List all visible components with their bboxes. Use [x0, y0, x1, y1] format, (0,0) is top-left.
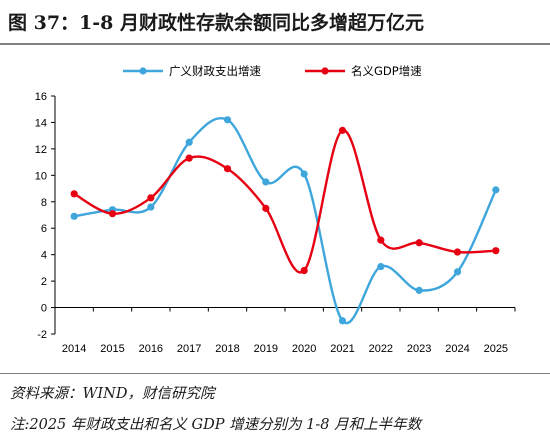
- y-tick-label: 8: [41, 197, 47, 209]
- series-point-2: [108, 210, 117, 218]
- chart-series: [70, 116, 500, 325]
- series-point-2: [223, 165, 232, 173]
- series-point-2: [453, 248, 462, 256]
- y-tick-label: 16: [35, 91, 47, 103]
- x-tick-label: 2023: [407, 343, 431, 355]
- y-tick-label: -2: [37, 329, 47, 341]
- series-line-2: [73, 129, 496, 274]
- series-point-1: [415, 286, 423, 294]
- series-point-2: [147, 194, 155, 202]
- source-note: 资料来源：WIND，财信研究院: [10, 386, 215, 402]
- series-point-1: [185, 138, 193, 146]
- chart-legend: 广义财政支出增速 名义GDP增速: [123, 64, 422, 78]
- x-tick-label: 2020: [292, 343, 316, 355]
- chart-axes: -2 0 2 4 6 8 10 12 14 16 2014 2015 2016 2017 2018 2019 2…: [35, 91, 516, 355]
- remark-note: 注:2025 年财政支出和名义 GDP 增速分别为 1-8 月和上半年数: [10, 417, 422, 433]
- series-point-1: [453, 268, 462, 276]
- x-tick-label: 2015: [100, 343, 124, 355]
- series-point-1: [300, 170, 308, 178]
- series-point-2: [262, 204, 270, 212]
- x-tick-label: 2016: [139, 343, 163, 355]
- x-tick-label: 2017: [177, 343, 201, 355]
- series-point-2: [415, 239, 423, 247]
- series-point-1: [147, 203, 155, 211]
- series-point-2: [70, 190, 78, 198]
- series-point-2: [300, 266, 308, 275]
- series-point-1: [70, 212, 78, 220]
- series-point-1: [492, 186, 500, 194]
- x-tick-label: 2021: [330, 343, 354, 355]
- y-tick-label: 14: [35, 117, 47, 129]
- x-tick-label: 2024: [445, 343, 469, 355]
- line-chart: 广义财政支出增速 名义GDP增速 -2 0 2 4 6 8 10 12 14 16 2014 2015 2…: [0, 50, 550, 368]
- legend-label-1: 广义财政支出增速: [169, 64, 261, 78]
- series-point-2: [492, 247, 500, 255]
- legend-marker-1: [139, 67, 147, 75]
- series-line-1: [73, 117, 497, 325]
- x-tick-label: 2025: [484, 343, 508, 355]
- x-tick-label: 2014: [62, 343, 86, 355]
- x-tick-label: 2022: [369, 343, 393, 355]
- series-point-2: [185, 154, 193, 162]
- y-tick-label: 6: [41, 223, 47, 235]
- y-tick-label: 0: [41, 303, 47, 315]
- chart-svg: 广义财政支出增速 名义GDP增速 -2 0 2 4 6 8 10 12 14 16 2014 2015 2…: [35, 64, 516, 355]
- x-tick-label: 2018: [215, 343, 239, 355]
- series-point-1: [338, 317, 347, 325]
- series-point-2: [338, 126, 347, 134]
- footer-divider: [0, 373, 550, 374]
- legend-marker-2: [321, 67, 329, 75]
- series-point-1: [262, 178, 270, 186]
- series-point-1: [223, 116, 232, 124]
- y-tick-label: 2: [41, 276, 47, 288]
- x-tick-label: 2019: [254, 343, 278, 355]
- title-divider: [0, 43, 550, 45]
- series-point-1: [377, 262, 385, 271]
- y-tick-label: 12: [35, 144, 47, 156]
- series-point-2: [377, 236, 385, 244]
- legend-label-2: 名义GDP增速: [351, 64, 422, 78]
- y-tick-label: 4: [41, 250, 47, 262]
- y-tick-label: 10: [35, 170, 47, 182]
- page-title: 图 37：1-8 月财政性存款余额同比多增超万亿元: [8, 12, 424, 34]
